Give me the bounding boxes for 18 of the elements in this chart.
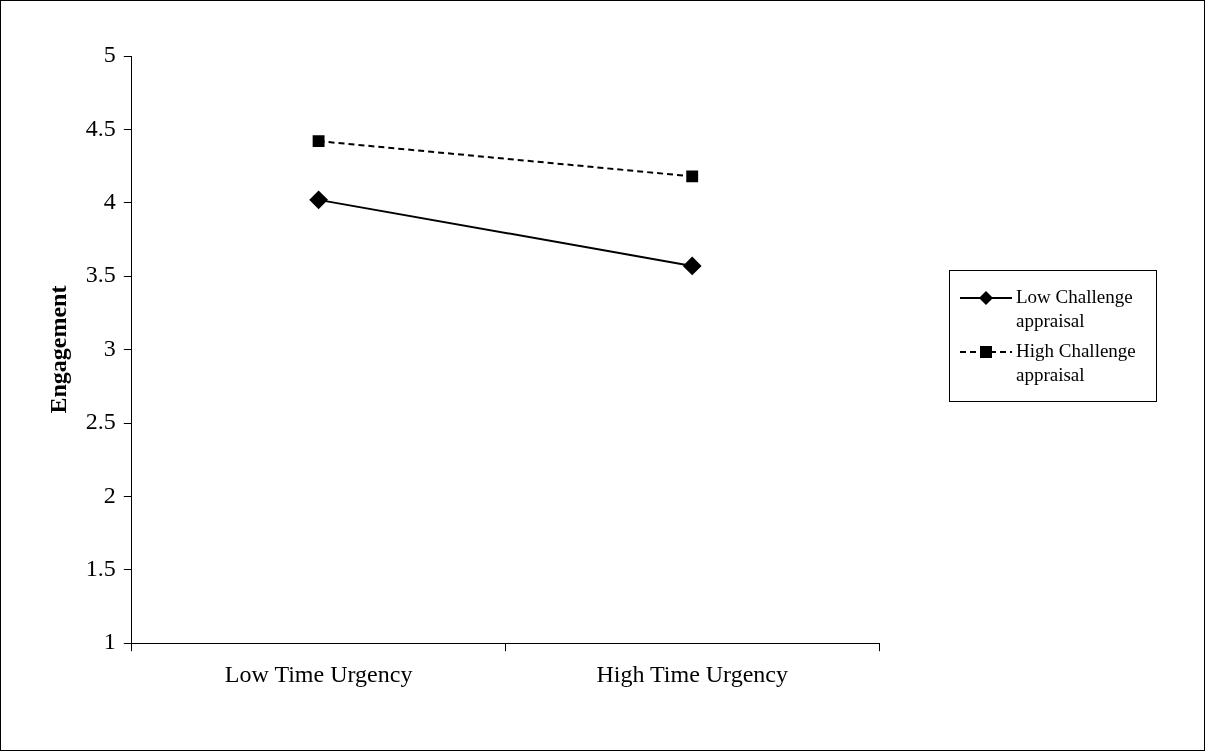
y-tick-label: 1.5 [85, 555, 116, 582]
x-tick-label: High Time Urgency [596, 660, 788, 687]
point [312, 135, 325, 148]
x-tick-label: Low Time Urgency [224, 660, 413, 687]
y-tick-label: 1 [103, 628, 116, 655]
y-axis-title: Engagement [44, 285, 71, 414]
legend-label: High Challenge appraisal [1016, 338, 1137, 387]
point [683, 256, 702, 275]
y-tick-label: 5 [103, 41, 116, 68]
y-tick-label: 2 [103, 481, 116, 508]
y-tick-label: 4 [103, 188, 116, 215]
y-tick-label: 3.5 [85, 261, 116, 288]
y-tick-label: 3 [103, 334, 116, 361]
point [686, 170, 699, 183]
y-tick-label: 4.5 [85, 114, 116, 141]
point [309, 190, 328, 209]
y-tick-label: 2.5 [85, 408, 116, 435]
legend-label: Low Challenge appraisal [1016, 284, 1134, 333]
